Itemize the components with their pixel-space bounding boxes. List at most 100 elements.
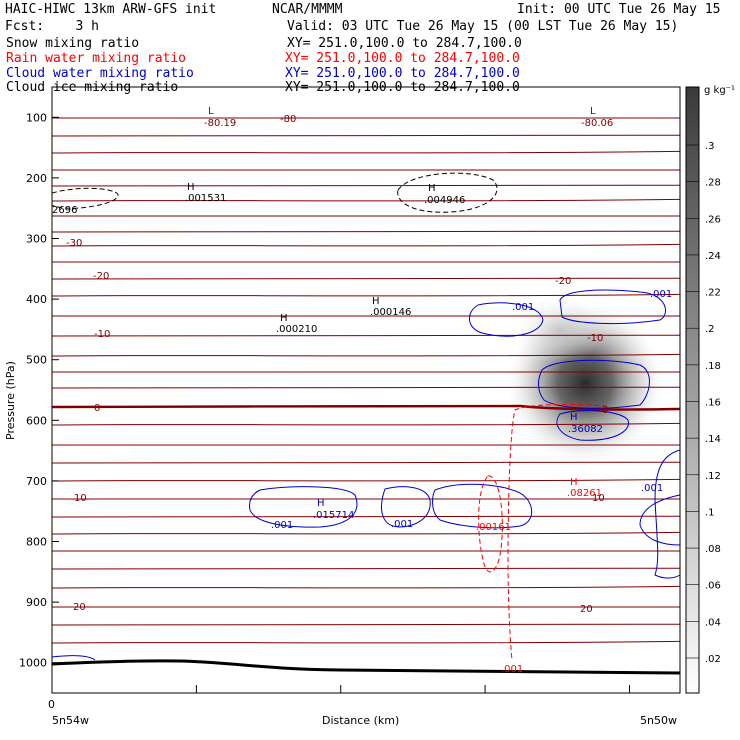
cloud-water-contour-left [249,486,358,528]
colorbar-unit: g kg⁻¹ [704,85,735,96]
temperature-contour-line [51,184,681,187]
colorbar-tick-label: .02 [705,654,721,665]
extremum-kind: H [280,313,288,324]
temperature-contour-line [51,567,681,570]
org-label: NCAR/MMMM [272,2,343,17]
colorbar-tick-label: .2 [705,324,715,335]
colorbar-tick-label: .24 [705,251,721,262]
cloud-water-contour-lower-core [556,410,629,441]
temp-label: -80 [280,114,296,125]
colorbar-tick-label: .22 [705,288,721,299]
model-title: HAIC-HIWC 13km ARW-GFS init [5,2,217,17]
colorbar: g kg⁻¹ [685,85,735,694]
extremum-value: .000210 [276,324,317,335]
cloud-water-contour-center [432,483,533,529]
contour-label: .001 [512,302,534,313]
temperature-contour-line [51,230,681,233]
contour-value-labels: .001 .001 .001 .001 .001 .00161 .001 269… [52,205,672,675]
colorbar-tick-label: .26 [705,214,721,225]
colorbar-ticks: .02 .04 .06 .08 .1 .12 .14 .16 .18 .2 .22 .24 .26 .28… [686,141,721,665]
temp-label: 10 [592,493,605,504]
contour-label: .001 [650,289,672,300]
temp-label: -20 [555,276,571,287]
extremum-kind: H [428,183,436,194]
temperature-contour-line [51,243,681,247]
extremum-kind: H [187,182,195,193]
rain-contour-ellipse [478,475,503,573]
y-axis-label: Pressure (hPa) [4,361,17,440]
temperature-contour-line [51,277,681,280]
temperature-contour-line [51,198,681,202]
temperature-contour-line [51,623,681,626]
valid-time: Valid: 03 UTC Tue 26 May 15 (00 LST Tue … [287,19,679,34]
y-tick-label: 900 [26,596,47,609]
temperature-labels: -80 -30 -20 -20 -10 -10 0 0 10 10 20 20 [66,114,608,615]
field-snow-name: Snow mixing ratio [6,36,140,51]
zero-degree-contour [51,404,681,411]
forecast-hour: Fcst: 3 h [5,19,99,34]
temperature-contour-line [51,386,681,389]
extremum-kind: H [372,296,380,307]
x-endpoint-right: 5n50w [640,714,677,727]
extremum-value: -80.19 [204,118,236,129]
cloud-water-contour-surface [51,655,96,661]
temp-label: 10 [74,493,87,504]
extremum-kind: H [317,498,325,509]
colorbar-tick-label: .06 [705,581,721,592]
colorbar-tick-label: .18 [705,361,721,372]
temperature-contour-line [51,134,681,137]
colorbar-tick-label: .1 [705,507,715,518]
colorbar-tick-label: .3 [705,141,715,152]
extremum-value: .08261 [567,488,602,499]
y-tick-label: 600 [26,414,47,427]
cloud-water-contour-upper-right [559,289,666,325]
cloud-water-contour-right-edge [639,494,681,546]
field-cloudwater-xy: XY= 251.0,100.0 to 284.7,100.0 [285,66,520,81]
extremum-value: .36082 [568,424,603,435]
contour-label: 2696 [52,205,77,216]
y-tick-label: 100 [26,111,47,124]
temperature-contour-line [51,515,681,518]
temperature-contour-line [51,585,681,589]
extremum-kind: H [570,477,578,488]
extremum-value: .000146 [370,307,411,318]
contour-label: .001 [271,520,293,531]
temperature-contour-line [51,150,681,154]
cloud-water-contour-mid [381,486,431,528]
field-rain-xy: XY= 251.0,100.0 to 284.7,100.0 [285,51,520,66]
x-endpoint-left: 5n54w [52,714,89,727]
y-tick-label: 700 [26,475,47,488]
field-snow-xy: XY= 251.0,100.0 to 284.7,100.0 [287,36,522,51]
rain-contours [478,404,608,661]
snow-contour-left [51,187,119,209]
contour-label: .001 [641,483,663,494]
contour-label: .001 [501,664,523,675]
temp-label: -10 [587,333,603,344]
x-tick-label-0: 0 [48,698,55,711]
y-tick-label: 1000 [19,657,47,670]
temp-label: -30 [66,238,82,249]
temperature-contour-line [51,478,681,482]
extremum-kind: L [208,106,214,117]
colorbar-gradient [685,86,700,694]
y-tick-label: 300 [26,233,47,246]
snow-contours [51,172,498,213]
field-rain-name: Rain water mixing ratio [6,51,187,66]
contour-label: .001 [391,519,413,530]
temperature-contour-line [51,334,681,337]
temperature-contour-line [51,422,681,426]
rain-contour-vertical [507,404,608,661]
extremum-kind: H [570,412,578,423]
colorbar-tick-label: .16 [705,398,721,409]
snow-contour-center [397,172,498,213]
field-cloudwater-name: Cloud water mixing ratio [6,66,194,81]
extremum-kind: L [590,106,596,117]
colorbar-tick-label: .28 [705,178,721,189]
extremum-value: .001531 [185,193,226,204]
init-time: Init: 00 UTC Tue 26 May 15 [517,2,721,17]
temp-label: 0 [94,403,100,414]
temp-label: 20 [580,604,593,615]
temp-label: -10 [94,329,110,340]
extremum-value: -80.06 [581,118,613,129]
